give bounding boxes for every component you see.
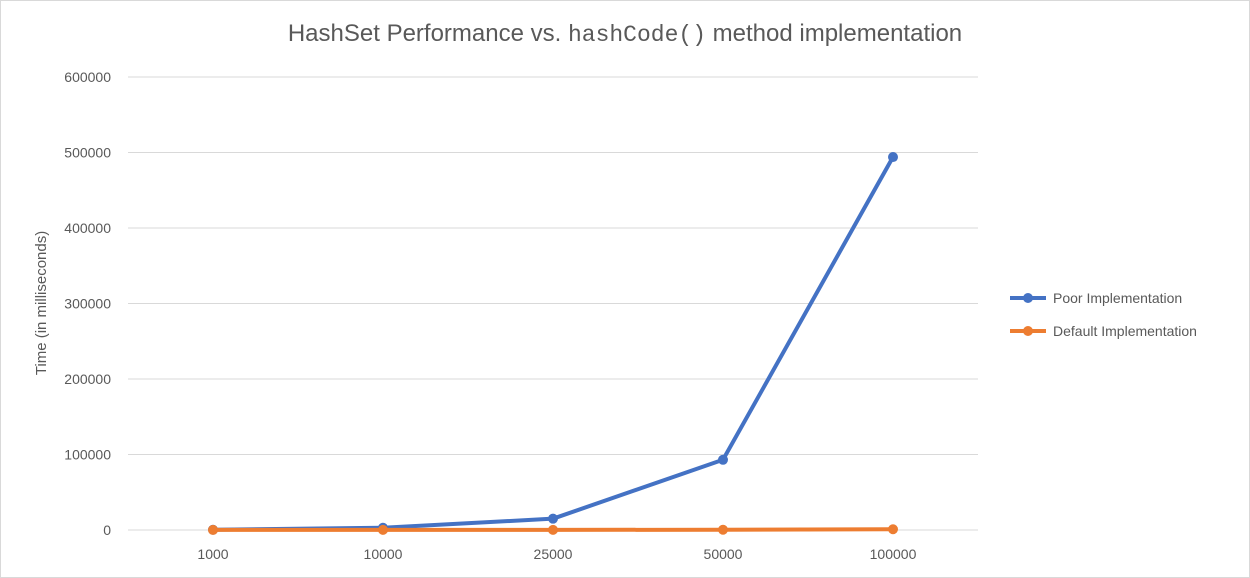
x-tick-label: 10000 [364,546,403,562]
data-point [718,524,728,535]
x-axis-ticks: 1000 10000 25000 50000 100000 [197,546,916,562]
chart-title-prefix: HashSet Performance vs. [287,20,568,47]
chart-title-suffix: method implementation [706,20,963,47]
y-tick-label: 100000 [64,447,111,463]
data-point [208,524,218,535]
x-tick-label: 50000 [704,546,743,562]
data-point [718,454,728,465]
y-axis-label: Time (in milliseconds) [33,231,50,375]
y-axis-ticks: 0 100000 200000 300000 400000 500000 600000 [64,69,111,538]
y-tick-label: 400000 [64,220,111,236]
chart-title-code: hashCode() [567,22,706,48]
series-group [208,152,898,535]
data-point [548,524,558,535]
y-tick-label: 0 [103,522,111,538]
x-tick-label: 100000 [870,546,917,562]
data-point [888,524,898,535]
y-tick-label: 200000 [64,371,111,387]
chart-title: HashSet Performance vs. hashCode() metho… [0,20,1250,48]
data-point [888,152,898,163]
legend-marker [1023,293,1033,303]
legend-label: Poor Implementation [1053,290,1182,306]
legend: Poor Implementation Default Implementatio… [1010,290,1197,339]
gridlines [128,76,978,531]
y-tick-label: 500000 [64,145,111,161]
data-point [378,524,388,535]
series-line-0 [211,155,895,532]
legend-label: Default Implementation [1053,323,1197,339]
data-point [548,513,558,524]
legend-marker [1023,326,1033,336]
y-tick-label: 300000 [64,296,111,312]
x-tick-label: 1000 [197,546,228,562]
y-tick-label: 600000 [64,69,111,85]
x-tick-label: 25000 [534,546,573,562]
